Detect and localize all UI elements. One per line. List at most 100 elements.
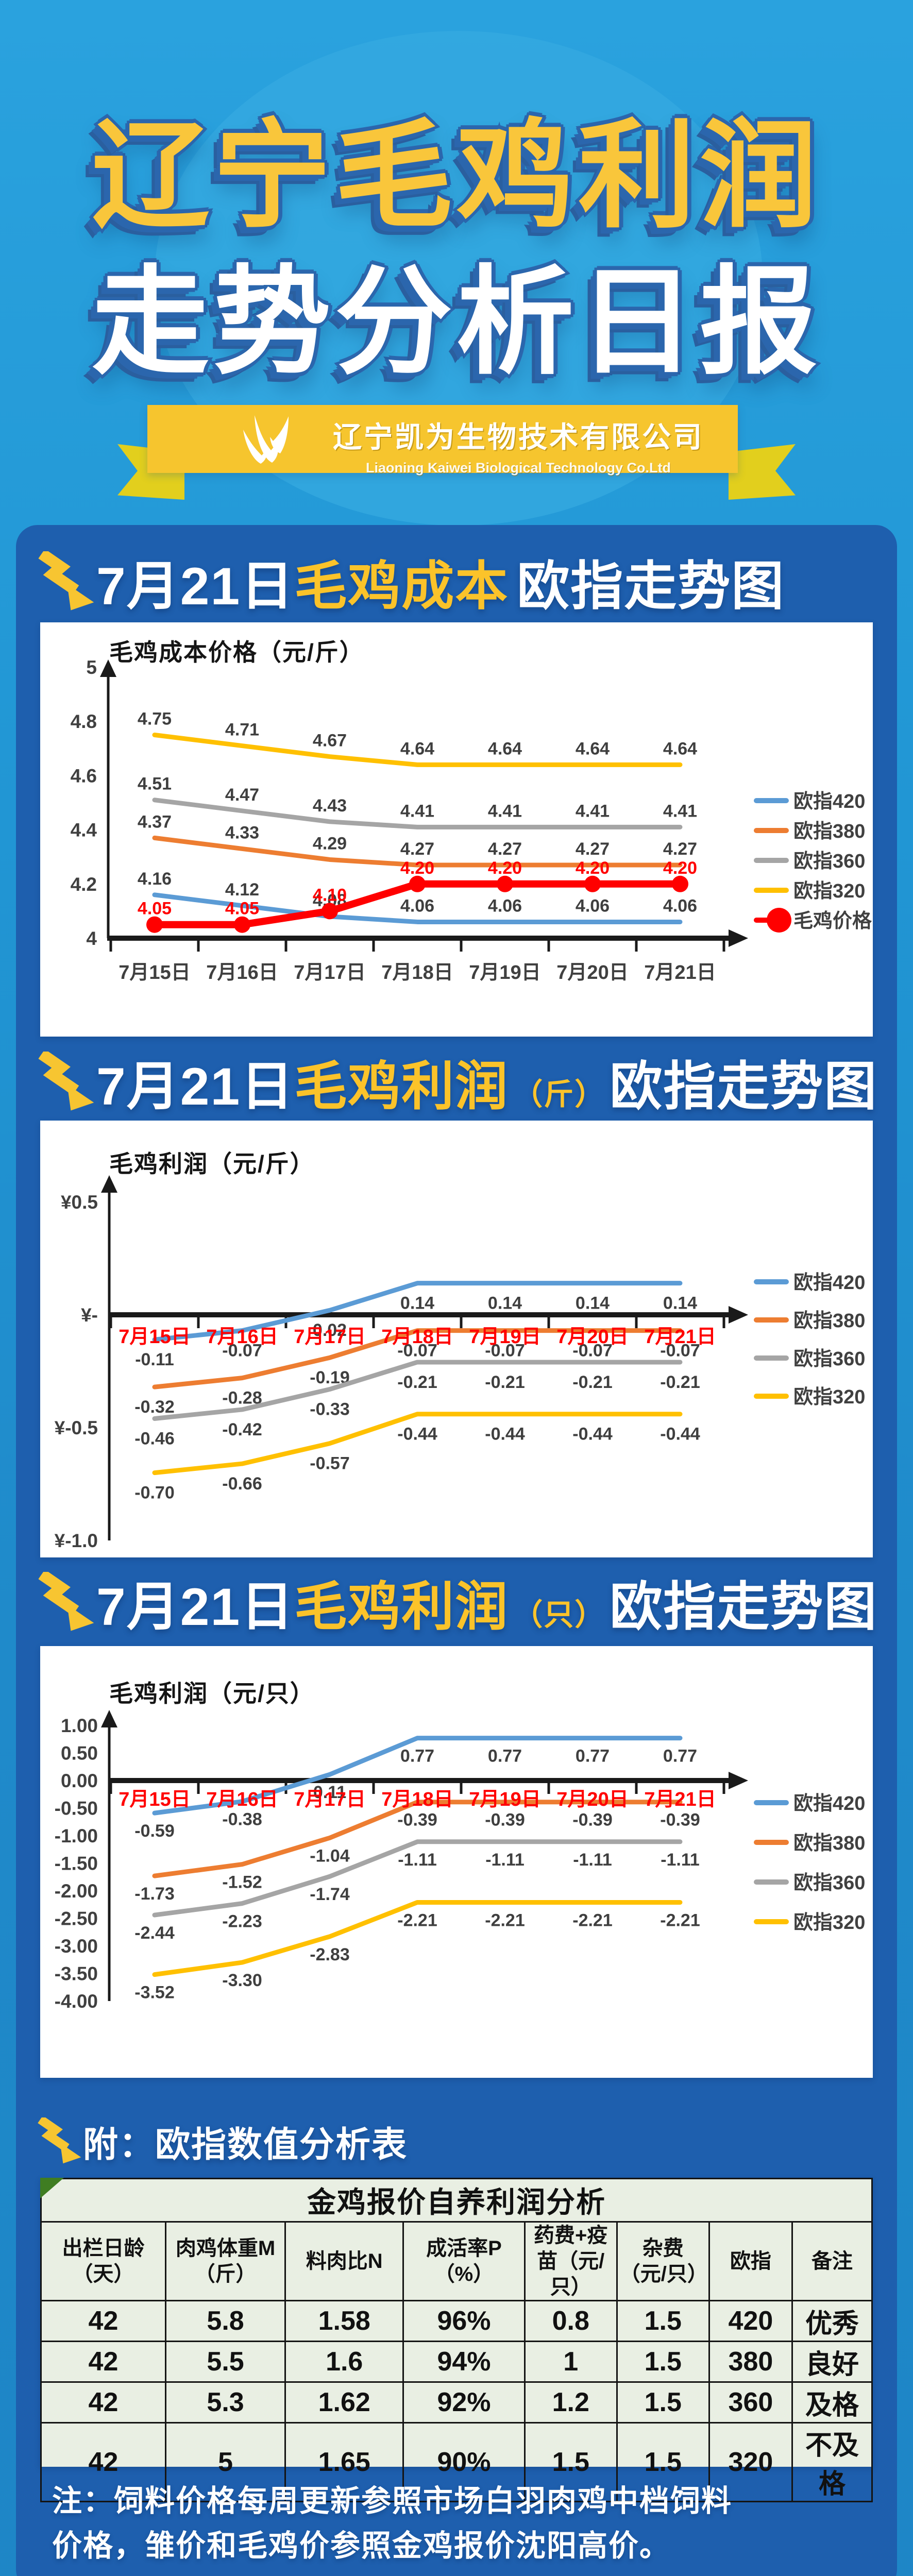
y-tick-label: -3.50 [55, 1963, 98, 1985]
value-label: -2.21 [485, 1910, 525, 1930]
table-cell-r3-c7: 不及格 [791, 2422, 873, 2502]
x-category-label: 7月16日 [206, 1326, 278, 1348]
value-label: -0.32 [134, 1397, 175, 1417]
cost-trend-chart: 5 4.8 4.6 4.4 4.2 4 7月15日 7月16日 7月17日 7月18日 7月19日 7… [40, 622, 873, 1039]
value-label: 4.10 [313, 885, 347, 905]
value-label: -0.21 [485, 1372, 525, 1392]
value-label: -0.21 [660, 1372, 700, 1392]
value-label: -0.07 [485, 1341, 525, 1361]
value-label: 0.77 [488, 1747, 522, 1766]
legend-label-欧指320: 欧指320 [793, 1912, 865, 1934]
section3-suffix: 欧指走势图 [610, 1577, 878, 1636]
x-category-label: 7月21日 [644, 962, 716, 984]
x-category-label: 7月17日 [294, 1326, 365, 1348]
legend-label-欧指420: 欧指420 [793, 1793, 865, 1815]
y-tick-label: -2.00 [55, 1880, 98, 1902]
value-label: -0.46 [134, 1429, 175, 1448]
y-axis-arrow [100, 659, 116, 677]
series-line-欧指360 [152, 1839, 683, 1918]
value-label: 4.20 [576, 858, 610, 878]
table-cell-r0-c7: 优秀 [791, 2300, 873, 2342]
value-label: -0.07 [660, 1341, 700, 1361]
x-category-label: 7月21日 [644, 1789, 716, 1810]
legend-label-欧指380: 欧指380 [793, 1310, 865, 1332]
table-cell-r3-c4: 1.5 [523, 2422, 618, 2502]
series-line-欧指320 [152, 733, 683, 767]
table-cell-r0-c4: 0.8 [523, 2300, 618, 2342]
profit-jin-trend-chart: ¥0.5 ¥- ¥-0.5 ¥-1.0 -0.11 -0.07 0.02 0.14 0.14 0.… [40, 1121, 873, 1560]
table-header-4: 药费+疫苗（元/只） [523, 2221, 618, 2301]
table-cell-r2-c7: 及格 [791, 2381, 873, 2424]
series-line-欧指420 [152, 892, 683, 924]
series-line-欧指420 [152, 1736, 683, 1816]
legend-label-欧指360: 欧指360 [793, 851, 865, 872]
series-line-欧指380 [152, 1328, 683, 1389]
series-line-欧指360 [152, 1360, 683, 1421]
y-tick-label: 4.2 [71, 874, 97, 895]
table-cell-r2-c5: 1.5 [616, 2381, 710, 2424]
arrow-down-right-icon [38, 2117, 81, 2164]
value-label: 4.64 [576, 739, 610, 758]
cost-chart-title: 毛鸡成本价格（元/斤） [109, 639, 364, 666]
x-category-label: 7月20日 [556, 962, 628, 984]
value-label: -2.23 [222, 1912, 262, 1931]
y-tick-label: ¥0.5 [61, 1192, 98, 1213]
analysis-table-card: 金鸡报价自养利润分析 出栏日龄（天） 肉鸡体重M（斤） 料肉比N 成活率P（%） 药费+… [40, 2178, 873, 2502]
value-label: 4.75 [138, 709, 172, 729]
value-label: 4.41 [576, 801, 610, 821]
value-label: 0.14 [400, 1294, 434, 1313]
profit-jin-chart-title: 毛鸡利润（元/斤） [109, 1150, 315, 1177]
value-label: 4.06 [663, 896, 697, 916]
table-cell-r3-c6: 320 [708, 2422, 793, 2502]
section2-suffix: 欧指走势图 [610, 1057, 878, 1116]
series-marker [146, 916, 163, 933]
table-cell-r2-c3: 92% [402, 2381, 526, 2424]
table-cell-r3-c5: 1.5 [616, 2422, 710, 2502]
profit-bird-chart-card: 毛鸡利润（元/只） 1.00 0.50 0.00 -0.50 -1.00 -1.50 -2.… [40, 1646, 873, 2078]
value-label: 4.27 [663, 839, 697, 859]
chart-svg-0: 5 4.8 4.6 4.4 4.2 4 7月15日 7月16日 7月17日 7月18日 7月19日 7… [71, 657, 872, 984]
series-line-欧指380 [152, 835, 683, 868]
value-label: -0.59 [134, 1821, 175, 1841]
company-name-block: 辽宁凯为生物技术有限公司 Liaoning Kaiwei Biological … [317, 405, 719, 476]
x-category-label: 7月15日 [119, 1789, 190, 1810]
value-label: -0.07 [222, 1341, 262, 1361]
value-label: 4.06 [576, 896, 610, 916]
y-tick-label: 5 [86, 657, 97, 678]
table-cell-r1-c7: 良好 [791, 2341, 873, 2383]
chart-svg-2: 1.00 0.50 0.00 -0.50 -1.00 -1.50 -2.00 -2.50 -3.… [55, 1710, 865, 2012]
value-label: -0.39 [485, 1810, 525, 1830]
value-label: -2.21 [397, 1910, 437, 1930]
company-name-cn: 辽宁凯为生物技术有限公司 [333, 421, 704, 453]
section1-paren [509, 578, 517, 611]
legend-label-毛鸡价格: 毛鸡价格 [793, 910, 872, 932]
table-row-0: 42 5.8 1.58 96% 0.8 1.5 420 优秀 [40, 2300, 873, 2342]
x-category-label: 7月16日 [206, 962, 278, 984]
table-cell-r0-c5: 1.5 [616, 2300, 710, 2342]
section-title-profit-bird: 7月21日毛鸡利润 （只）欧指走势图 [96, 1565, 877, 1640]
value-label: -2.83 [310, 1945, 350, 1964]
arrow-down-right-icon [38, 1052, 94, 1111]
x-category-label: 7月17日 [294, 962, 365, 984]
value-label: -0.21 [397, 1372, 437, 1392]
value-label: 4.12 [225, 880, 259, 900]
section3-paren: （只） [513, 1598, 606, 1632]
table-cell-r0-c2: 1.58 [284, 2300, 404, 2342]
value-label: -0.39 [660, 1810, 700, 1830]
x-category-label: 7月15日 [119, 962, 190, 984]
section2-prefix: 7月21日 [96, 1057, 295, 1116]
value-label: 4.27 [488, 839, 522, 859]
table-header-2: 料肉比N [284, 2221, 404, 2301]
series-marker [322, 903, 338, 920]
value-label: -0.70 [134, 1483, 175, 1503]
value-label: 0.02 [313, 1320, 347, 1340]
table-cell-r0-c1: 5.8 [164, 2300, 286, 2342]
section1-highlight: 毛鸡成本 [294, 556, 509, 616]
poster-title-line1: 辽宁毛鸡利润 [89, 111, 821, 242]
y-tick-label: -1.00 [55, 1825, 98, 1846]
series-line-欧指380 [152, 1800, 683, 1878]
value-label: -0.39 [572, 1810, 613, 1830]
value-label: -1.11 [398, 1850, 437, 1870]
value-label: -1.74 [310, 1885, 350, 1904]
value-label: -0.44 [660, 1425, 700, 1444]
